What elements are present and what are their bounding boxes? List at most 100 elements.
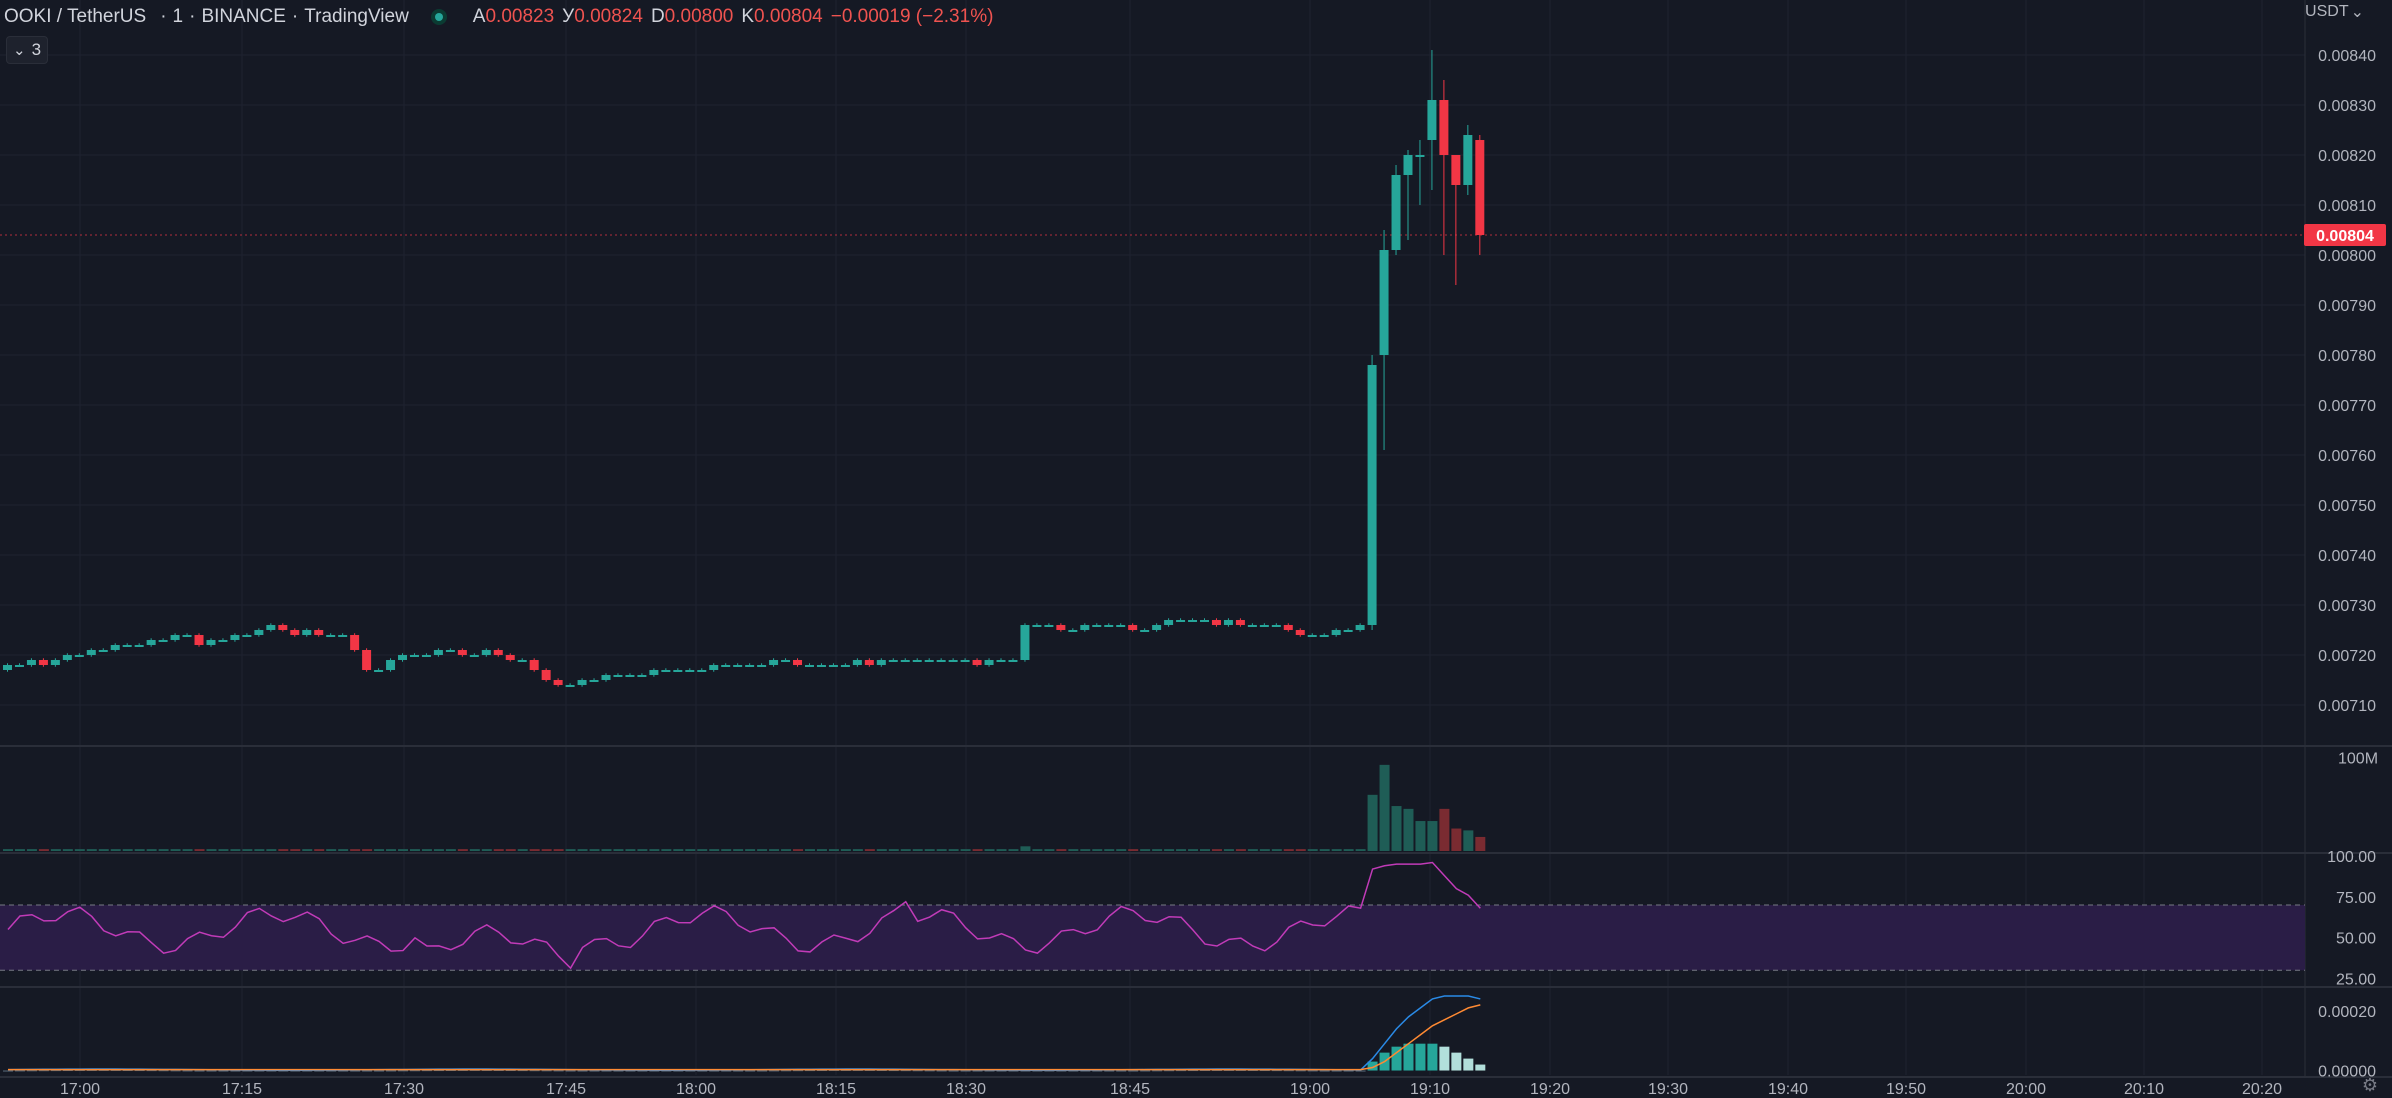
candle-body: [793, 660, 803, 665]
time-tick-label: 18:15: [816, 1081, 856, 1098]
volume-bar: [194, 849, 205, 851]
macd-histogram-bar: [266, 1070, 277, 1072]
market-status-icon[interactable]: [430, 9, 447, 25]
chevron-down-icon: ⌄: [13, 42, 26, 59]
volume-bar: [302, 849, 313, 851]
volume-bar: [769, 849, 780, 851]
volume-bar: [697, 849, 708, 851]
macd-histogram-bar: [948, 1070, 959, 1072]
macd-histogram-bar: [912, 1070, 923, 1072]
candle-body: [254, 630, 264, 635]
macd-histogram-bar: [1427, 1043, 1438, 1071]
macd-histogram-bar: [1331, 1070, 1342, 1072]
volume-bar: [290, 849, 301, 851]
indicators-toggle-button[interactable]: ⌄ 3: [6, 36, 49, 64]
macd-histogram-bar: [218, 1070, 229, 1072]
volume-bar: [852, 849, 863, 851]
candle-body: [840, 665, 850, 667]
candle-body: [110, 645, 120, 650]
macd-histogram-bar: [1463, 1058, 1474, 1071]
macd-histogram-bar: [1475, 1064, 1486, 1071]
volume-bar: [1211, 849, 1222, 851]
candle-body: [98, 650, 108, 652]
macd-histogram-bar: [1319, 1070, 1330, 1072]
macd-histogram-bar: [984, 1070, 995, 1072]
candle-body: [421, 655, 431, 657]
macd-histogram-bar: [1056, 1070, 1067, 1072]
rsi-line: [7, 861, 1481, 970]
volume-bar: [1008, 849, 1019, 851]
volume-bar: [182, 849, 193, 851]
macd-histogram-bar: [1128, 1070, 1139, 1072]
macd-histogram-bar: [1068, 1070, 1079, 1072]
candle-body: [1427, 100, 1437, 140]
volume-bar: [230, 849, 241, 851]
gear-icon[interactable]: ⚙: [2361, 1075, 2378, 1095]
volume-bar: [1116, 849, 1127, 851]
volume-bar: [1463, 830, 1474, 851]
volume-bar: [1223, 849, 1234, 851]
low-label: D: [650, 6, 665, 27]
volume-bar: [1092, 849, 1103, 851]
volume-bar: [26, 849, 37, 851]
macd-histogram-bar: [1355, 1070, 1366, 1072]
volume-bar: [1152, 849, 1163, 851]
interval-label[interactable]: 1: [172, 6, 184, 27]
candle-body: [876, 660, 886, 665]
volume-group: [3, 764, 1486, 851]
macd-histogram-bar: [1307, 1070, 1318, 1072]
candle-body: [146, 640, 156, 645]
macd-histogram-bar: [709, 1070, 720, 1072]
volume-bar: [505, 849, 516, 851]
macd-histogram-bar: [685, 1070, 696, 1072]
volume-bar: [673, 849, 684, 851]
candle-body: [398, 655, 408, 660]
candle-body: [469, 655, 479, 657]
currency-button[interactable]: USDT ⌄: [2305, 2, 2364, 22]
time-tick-label: 18:00: [676, 1081, 716, 1098]
macd-tick-label: 0.00000: [2318, 1064, 2376, 1081]
volume-bar: [888, 849, 899, 851]
volume-bar: [158, 849, 169, 851]
macd-histogram-bar: [122, 1069, 133, 1071]
macd-histogram-bar: [1271, 1070, 1282, 1072]
candle-body: [553, 680, 563, 685]
candle-body: [445, 650, 455, 652]
volume-bar: [409, 849, 420, 851]
volume-bar: [1403, 808, 1414, 851]
candle-body: [1247, 625, 1257, 627]
macd-histogram-bar: [445, 1069, 456, 1071]
volume-bar: [374, 849, 385, 851]
price-tick-label: 0.00810: [2318, 198, 2376, 215]
volume-bar: [876, 849, 887, 851]
candle-body: [757, 665, 767, 667]
volume-bar: [62, 849, 73, 851]
candle-body: [1451, 155, 1461, 185]
rsi-tick-label: 100.00: [2327, 849, 2376, 866]
volume-bar: [338, 849, 349, 851]
macd-histogram-bar: [864, 1069, 875, 1071]
volume-bar: [170, 849, 181, 851]
candle-body: [661, 670, 671, 672]
macd-histogram-bar: [876, 1069, 887, 1071]
volume-bar: [3, 849, 13, 851]
symbol-name[interactable]: OOKI / TetherUS: [4, 6, 147, 27]
macd-histogram-bar: [86, 1069, 97, 1071]
volume-bar: [625, 849, 636, 851]
volume-bar: [757, 849, 768, 851]
separator: ·: [291, 6, 299, 27]
time-tick-label: 19:30: [1648, 1081, 1688, 1098]
time-tick-label: 17:45: [546, 1081, 586, 1098]
macd-histogram-bar: [1200, 1069, 1210, 1071]
volume-bar: [1391, 806, 1402, 851]
volume-bar: [1307, 849, 1318, 851]
candle-body: [242, 635, 252, 637]
candle-body: [350, 635, 360, 650]
symbol-legend: OOKI / TetherUS · 1 · BINANCE · TradingV…: [4, 4, 1001, 30]
price-tick-label: 0.00780: [2318, 348, 2376, 365]
current-price-badge: [2304, 224, 2386, 246]
volume-bar: [134, 849, 145, 851]
candle-body: [697, 670, 707, 672]
